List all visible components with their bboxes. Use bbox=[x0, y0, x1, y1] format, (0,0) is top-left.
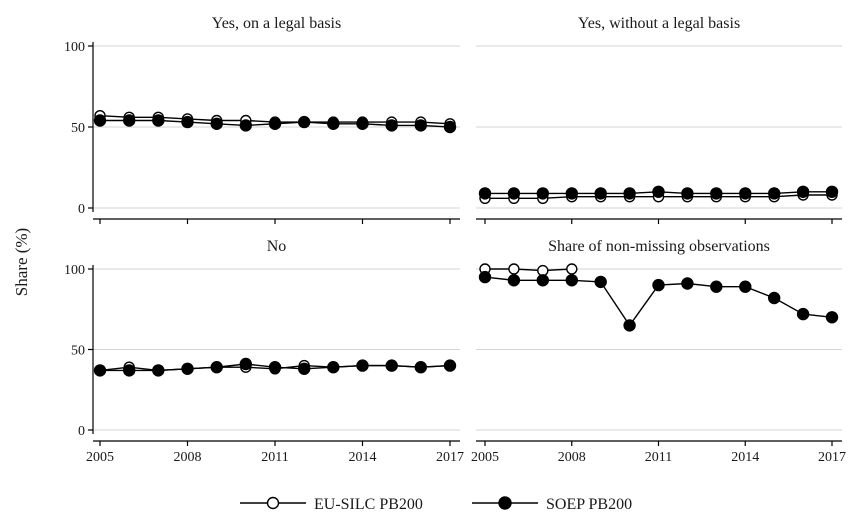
panel-1-soep-pb200-point-2005 bbox=[93, 114, 107, 127]
legend-marker-eu-silc bbox=[266, 496, 280, 510]
panel-3-soep-pb200-point-2017 bbox=[443, 359, 457, 372]
legend-label-soep: SOEP PB200 bbox=[546, 496, 632, 513]
panel-4: Share of non-missing observations 2005 200… bbox=[471, 238, 846, 465]
panel-1-ytick-label-100: 100 bbox=[64, 40, 85, 55]
panel-4-soep-pb200-point-2009 bbox=[594, 275, 607, 289]
panel-1-soep-pb200-point-2015 bbox=[385, 119, 398, 132]
panel-4-xtick-label-2008: 2008 bbox=[558, 450, 586, 465]
panel-3-xtick-label-2017: 2017 bbox=[436, 450, 464, 465]
panel-3-soep-pb200-point-2012 bbox=[298, 362, 311, 375]
panel-3-soep-pb200-point-2010 bbox=[239, 357, 253, 371]
panel-1: Yes, on a legal basis 0 50 100 bbox=[64, 15, 460, 224]
panel-1-soep-pb200-point-2009 bbox=[210, 117, 223, 131]
panel-3-xtick-label-2014: 2014 bbox=[349, 450, 377, 465]
panel-3-title: No bbox=[267, 238, 287, 255]
panel-3-ytick-label-0: 0 bbox=[78, 424, 85, 439]
panel-2: Yes, without a legal basis bbox=[476, 15, 842, 224]
panel-1-soep-pb200-point-2011 bbox=[268, 117, 282, 131]
panel-1-soep-pb200-point-2017 bbox=[443, 120, 457, 134]
legend: EU-SILC PB200 SOEP PB200 bbox=[240, 496, 632, 513]
panel-4-soep-pb200-point-2014 bbox=[739, 280, 752, 293]
panel-4-eu-silc-pb200-point-2008 bbox=[566, 263, 578, 275]
panel-4-xtick-label-2017: 2017 bbox=[818, 450, 846, 465]
panel-1-ytick-label-50: 50 bbox=[71, 121, 85, 136]
panel-2-soep-pb200-point-2005 bbox=[478, 187, 492, 200]
panel-4-eu-silc-pb200-point-2006 bbox=[508, 263, 520, 275]
panel-1-soep-pb200-point-2006 bbox=[122, 114, 136, 127]
panel-2-soep-pb200-point-2008 bbox=[565, 187, 578, 200]
panel-4-soep-pb200-point-2010 bbox=[623, 319, 636, 332]
panel-2-soep-pb200-point-2016 bbox=[796, 185, 810, 199]
panel-4-soep-pb200-point-2017 bbox=[825, 311, 839, 324]
legend-marker-soep bbox=[498, 496, 512, 510]
panel-4-soep-pb200-point-2006 bbox=[507, 274, 521, 287]
panel-4-soep-pb200-point-2016 bbox=[796, 307, 810, 321]
panel-4-xtick-label-2014: 2014 bbox=[731, 450, 759, 465]
panel-1-soep-pb200-point-2007 bbox=[152, 114, 165, 127]
panel-4-soep-pb200-point-2012 bbox=[681, 277, 694, 290]
panel-2-soep-pb200-point-2012 bbox=[681, 187, 694, 200]
panel-1-title: Yes, on a legal basis bbox=[212, 15, 341, 32]
panel-3-ytick-label-100: 100 bbox=[64, 263, 85, 278]
panel-4-xtick-label-2005: 2005 bbox=[471, 450, 499, 465]
panel-3-soep-pb200-point-2014 bbox=[356, 359, 369, 372]
legend-item-eu-silc: EU-SILC PB200 bbox=[240, 496, 423, 513]
panel-3-xtick-label-2008: 2008 bbox=[174, 450, 202, 465]
panel-3: No 0 50 100 2005 2008 2011 2014 2017 bbox=[64, 238, 464, 465]
panel-3-soep-pb200-point-2007 bbox=[152, 364, 165, 377]
panel-4-soep-pb200-point-2015 bbox=[768, 291, 781, 305]
panel-2-soep-pb200-point-2015 bbox=[768, 187, 781, 200]
panel-1-soep-pb200-point-2013 bbox=[327, 117, 340, 131]
panel-2-soep-pb200-point-2007 bbox=[536, 187, 549, 200]
panel-2-soep-pb200-point-2011 bbox=[652, 185, 665, 199]
panel-3-soep-pb200-point-2006 bbox=[122, 364, 136, 377]
panel-3-soep-pb200-point-2015 bbox=[385, 359, 398, 372]
panel-3-soep-pb200-point-2009 bbox=[210, 361, 223, 374]
panel-2-soep-pb200-point-2013 bbox=[710, 187, 723, 200]
panel-4-soep-pb200-point-2008 bbox=[565, 274, 578, 287]
legend-item-soep: SOEP PB200 bbox=[472, 496, 632, 513]
panel-3-soep-pb200-point-2013 bbox=[327, 361, 340, 374]
panel-3-xtick-label-2005: 2005 bbox=[86, 450, 114, 465]
panel-2-soep-pb200-point-2009 bbox=[594, 187, 607, 200]
panel-3-ytick-label-50: 50 bbox=[71, 344, 85, 359]
panel-4-soep-pb200-point-2007 bbox=[536, 274, 549, 287]
panels: Yes, on a legal basis 0 50 100 Yes, without … bbox=[64, 15, 846, 465]
panel-2-soep-pb200-point-2010 bbox=[623, 187, 636, 200]
panel-1-soep-pb200-point-2008 bbox=[181, 115, 194, 129]
panel-3-soep-pb200-point-2016 bbox=[414, 361, 427, 374]
panel-1-ytick-label-0: 0 bbox=[78, 202, 85, 217]
panel-4-title: Share of non-missing observations bbox=[548, 238, 770, 255]
panel-4-soep-pb200-point-2013 bbox=[710, 280, 723, 293]
panel-1-soep-pb200-point-2012 bbox=[298, 115, 311, 129]
y-axis-title: Share (%) bbox=[12, 228, 31, 296]
panel-3-soep-pb200-point-2011 bbox=[268, 361, 282, 374]
panel-2-soep-pb200-point-2017 bbox=[825, 185, 839, 199]
panel-1-soep-pb200-point-2016 bbox=[414, 119, 427, 132]
panel-4-soep-pb200-point-2011 bbox=[652, 278, 665, 292]
panel-2-soep-pb200-point-2014 bbox=[739, 187, 752, 200]
panel-1-soep-pb200-point-2014 bbox=[356, 117, 369, 131]
panel-4-soep-pb200-point-2005 bbox=[478, 270, 492, 284]
panel-3-soep-pb200-point-2005 bbox=[93, 364, 107, 377]
panel-2-soep-pb200-point-2006 bbox=[507, 187, 521, 200]
panel-3-xtick-label-2011: 2011 bbox=[261, 450, 288, 465]
panel-2-title: Yes, without a legal basis bbox=[578, 15, 740, 32]
panel-4-xtick-label-2011: 2011 bbox=[645, 450, 672, 465]
panel-4-eu-silc-pb200-line bbox=[485, 268, 572, 272]
legend-label-eu-silc: EU-SILC PB200 bbox=[314, 496, 423, 513]
panel-1-soep-pb200-point-2010 bbox=[239, 119, 253, 132]
panel-3-soep-pb200-point-2008 bbox=[181, 362, 194, 375]
